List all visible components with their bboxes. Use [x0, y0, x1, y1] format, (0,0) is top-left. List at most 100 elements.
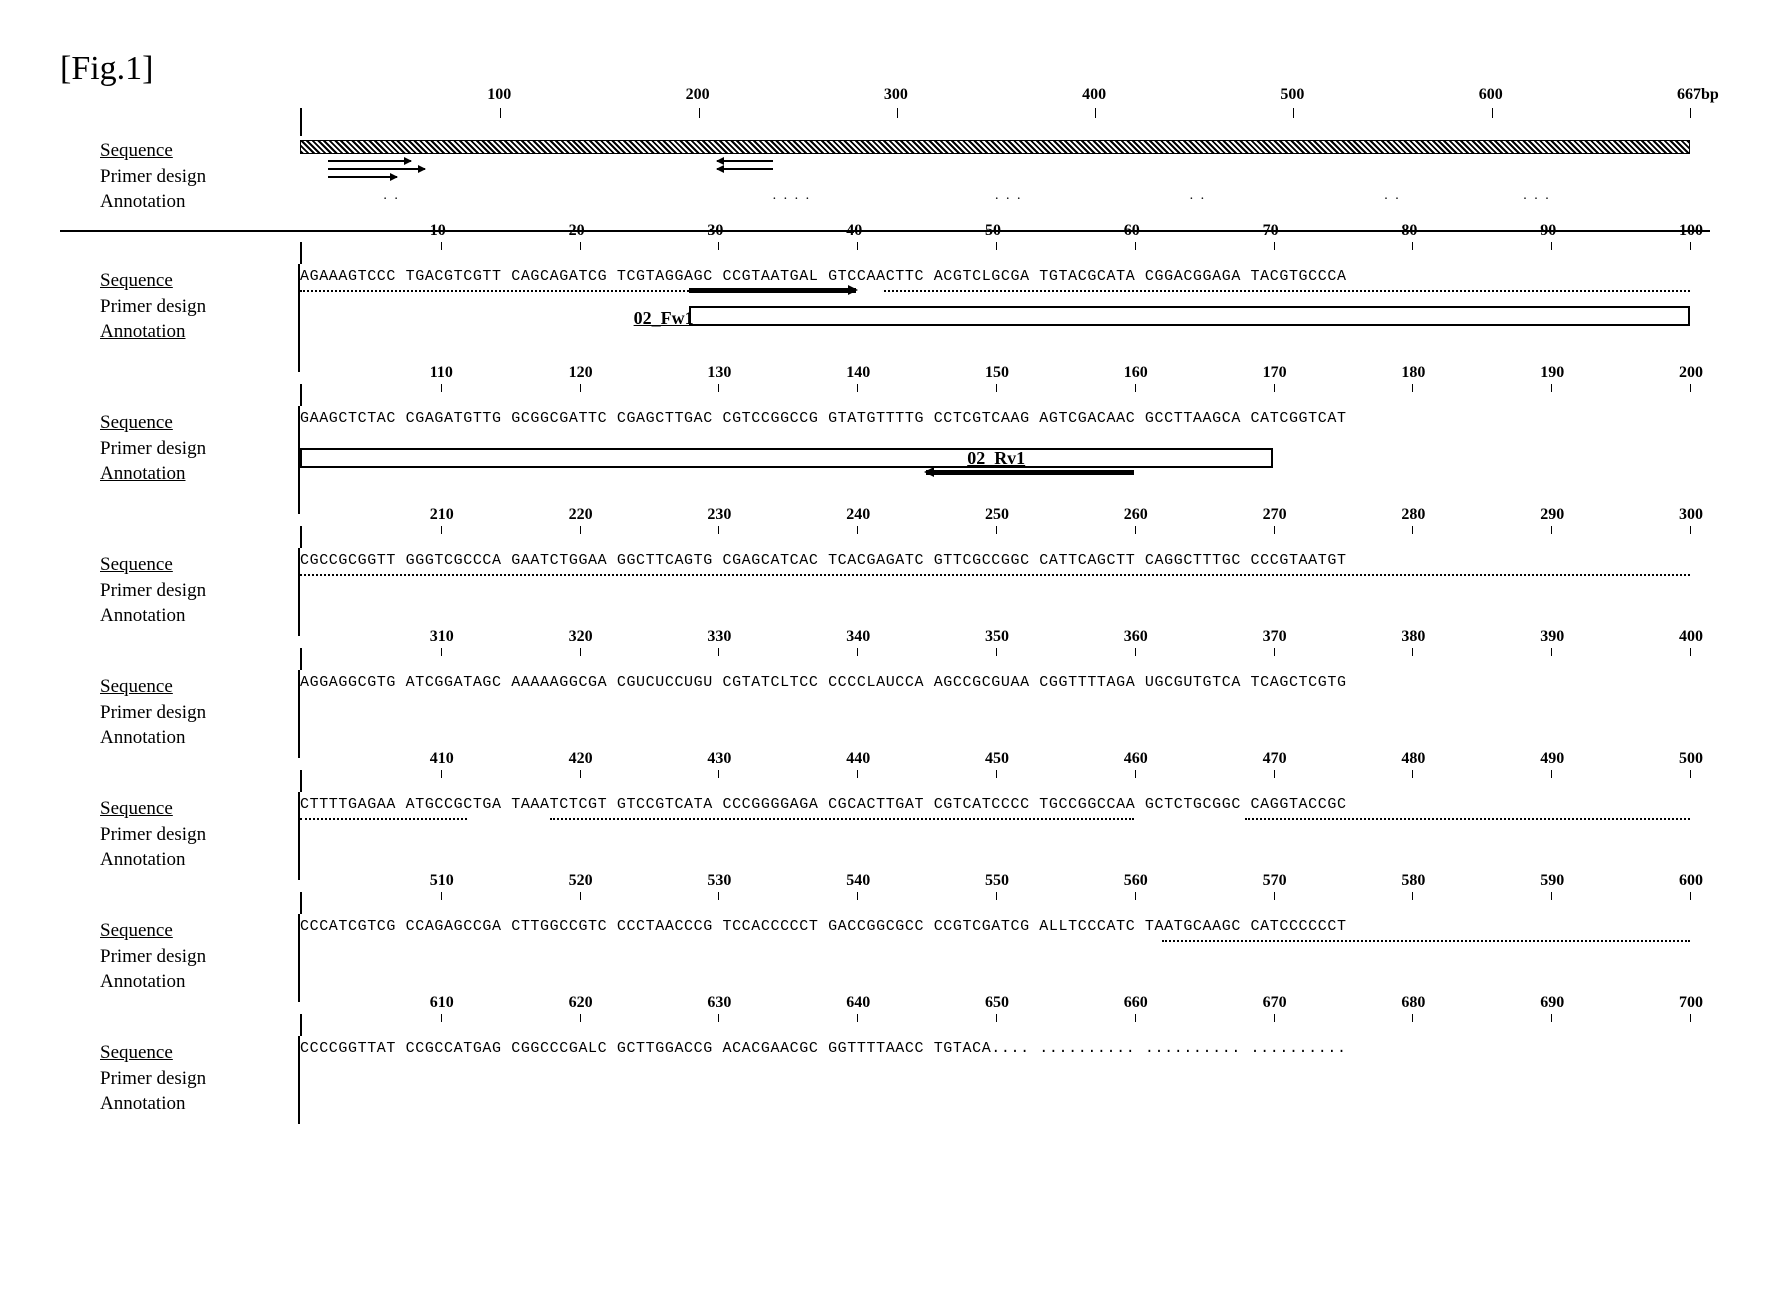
ruler-tick: 540 [857, 892, 858, 900]
label-annotation: Annotation [100, 725, 280, 751]
ruler-tick: 580 [1412, 892, 1413, 900]
label-primer-design: Primer design [100, 1066, 280, 1092]
ruler-tick: 360 [1135, 648, 1136, 656]
sequence-text: CCCATCGTCG CCAGAGCCGA CTTGGCCGTC CCCTAAC… [300, 918, 1690, 935]
ruler-tick: 460 [1135, 770, 1136, 778]
ruler-tick: 430 [718, 770, 719, 778]
label-sequence: Sequence [100, 138, 280, 164]
sequence-panel: SequencePrimer designAnnotation610620630… [60, 1014, 1710, 1124]
annotation-box [300, 448, 1273, 468]
label-sequence: Sequence [100, 796, 280, 822]
ruler-tick: 20 [580, 242, 581, 250]
ruler-tick: 490 [1551, 770, 1552, 778]
sequence-text: AGAAAGTCCC TGACGTCGTT CAGCAGATCG TCGTAGG… [300, 268, 1690, 285]
detail-ruler: 610620630640650660670680690700 [300, 1014, 1690, 1036]
overview-dots: . . [1190, 188, 1207, 204]
label-sequence: Sequence [100, 552, 280, 578]
overview-dots: . . . [1523, 188, 1551, 204]
overview-primer-arrow [717, 168, 773, 170]
ruler-tick: 610 [441, 1014, 442, 1022]
ruler-tick: 660 [1135, 1014, 1136, 1022]
ruler-tick: 120 [580, 384, 581, 392]
ruler-tick: 210 [441, 526, 442, 534]
ruler-tick: 80 [1412, 242, 1413, 250]
ruler-tick: 520 [580, 892, 581, 900]
ruler-tick: 510 [441, 892, 442, 900]
overview-dots: . . [1384, 188, 1401, 204]
ruler-tick: 300 [1690, 526, 1691, 534]
ruler-tick: 480 [1412, 770, 1413, 778]
ruler-tick: 370 [1274, 648, 1275, 656]
label-primer-design: Primer design [100, 164, 280, 190]
annotation-label: 02_Fw1 [634, 308, 694, 329]
label-primer-design: Primer design [100, 822, 280, 848]
sequence-text: GAAGCTCTAC CGAGATGTTG GCGGCGATTC CGAGCTT… [300, 410, 1690, 427]
detail-ruler: 410420430440450460470480490500 [300, 770, 1690, 792]
ruler-tick: 390 [1551, 648, 1552, 656]
ruler-tick: 440 [857, 770, 858, 778]
sequence-text: CTTTTGAGAA ATGCCGCTGA TAAATCTCGT GTCCGTC… [300, 796, 1690, 813]
overview-dots: . . . [995, 188, 1023, 204]
overview-tick: 300 [897, 108, 898, 118]
primer-bar [926, 470, 1135, 475]
overview-dots: . . [383, 188, 400, 204]
ruler-tick: 420 [580, 770, 581, 778]
ruler-tick: 670 [1274, 1014, 1275, 1022]
ruler-tick: 290 [1551, 526, 1552, 534]
label-sequence: Sequence [100, 268, 280, 294]
overview-primer-arrow [328, 168, 425, 170]
ruler-tick: 340 [857, 648, 858, 656]
sequence-panel: SequencePrimer designAnnotation210220230… [60, 526, 1710, 636]
ruler-tick: 350 [996, 648, 997, 656]
overview-tick: 500 [1293, 108, 1294, 118]
separator [60, 230, 1710, 232]
overview-tick: 100 [500, 108, 501, 118]
ruler-tick: 90 [1551, 242, 1552, 250]
ruler-tick: 70 [1274, 242, 1275, 250]
sequence-text: CGCCGCGGTT GGGTCGCCCA GAATCTGGAA GGCTTCA… [300, 552, 1690, 569]
detail-ruler: 310320330340350360370380390400 [300, 648, 1690, 670]
primer-dotted-line [300, 574, 1690, 576]
ruler-tick: 600 [1690, 892, 1691, 900]
label-annotation: Annotation [100, 461, 280, 487]
ruler-tick: 500 [1690, 770, 1691, 778]
sequence-panel: SequencePrimer designAnnotation510520530… [60, 892, 1710, 1002]
ruler-tick: 280 [1412, 526, 1413, 534]
ruler-tick: 620 [580, 1014, 581, 1022]
ruler-tick: 200 [1690, 384, 1691, 392]
ruler-tick: 180 [1412, 384, 1413, 392]
label-sequence: Sequence [100, 1040, 280, 1066]
ruler-tick: 400 [1690, 648, 1691, 656]
detail-ruler: 210220230240250260270280290300 [300, 526, 1690, 548]
ruler-tick: 550 [996, 892, 997, 900]
overview-tick: 200 [699, 108, 700, 118]
overview-ruler: 100200300400500600667bp [300, 108, 1690, 136]
sequence-panel: SequencePrimer designAnnotation410420430… [60, 770, 1710, 880]
label-primer-design: Primer design [100, 294, 280, 320]
ruler-tick: 590 [1551, 892, 1552, 900]
ruler-tick: 60 [1135, 242, 1136, 250]
ruler-tick: 50 [996, 242, 997, 250]
ruler-tick: 260 [1135, 526, 1136, 534]
sequence-text: CCCCGGTTAT CCGCCATGAG CGGCCCGALC GCTTGGA… [300, 1040, 1690, 1057]
overview-sequence-bar [300, 140, 1690, 154]
ruler-tick: 190 [1551, 384, 1552, 392]
label-annotation: Annotation [100, 189, 280, 215]
primer-dotted-line [1162, 940, 1690, 942]
ruler-tick: 40 [857, 242, 858, 250]
ruler-tick: 450 [996, 770, 997, 778]
overview-primer-arrow [328, 176, 398, 178]
overview-tick: 667bp [1690, 108, 1691, 118]
label-annotation: Annotation [100, 1091, 280, 1117]
ruler-tick: 690 [1551, 1014, 1552, 1022]
label-annotation: Annotation [100, 603, 280, 629]
ruler-tick: 140 [857, 384, 858, 392]
ruler-tick: 30 [718, 242, 719, 250]
ruler-tick: 700 [1690, 1014, 1691, 1022]
sequence-panel: SequencePrimer designAnnotation110120130… [60, 384, 1710, 514]
label-primer-design: Primer design [100, 700, 280, 726]
detail-ruler: 510520530540550560570580590600 [300, 892, 1690, 914]
ruler-tick: 150 [996, 384, 997, 392]
sequence-text: AGGAGGCGTG ATCGGATAGC AAAAAGGCGA CGUCUCC… [300, 674, 1690, 691]
ruler-tick: 470 [1274, 770, 1275, 778]
